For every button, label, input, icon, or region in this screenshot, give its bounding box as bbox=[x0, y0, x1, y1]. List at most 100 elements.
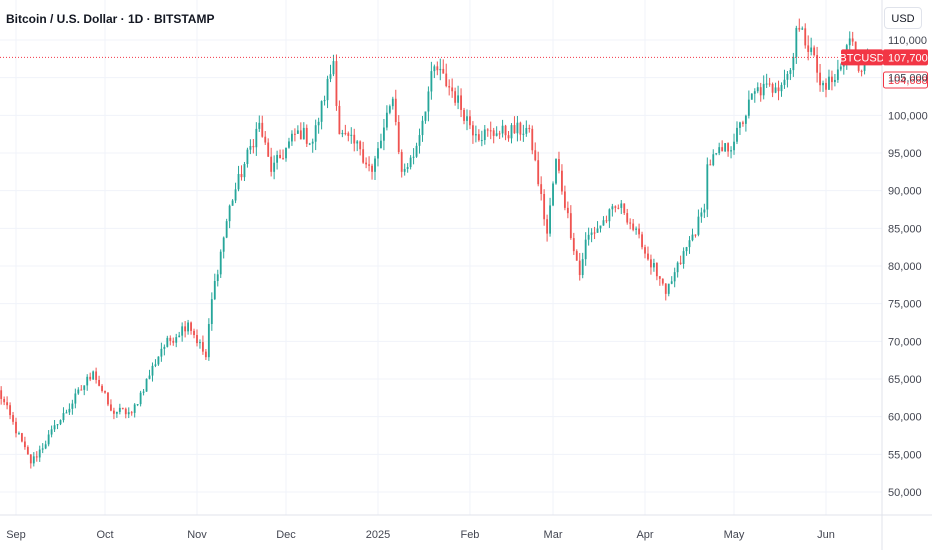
candle-body bbox=[341, 132, 344, 135]
x-tick-label: Mar bbox=[544, 529, 563, 541]
candle bbox=[519, 121, 522, 141]
symbol-tag-label: BTCUSD bbox=[839, 52, 884, 64]
candle-body bbox=[454, 91, 457, 103]
candle-body bbox=[750, 93, 753, 100]
candle bbox=[121, 407, 124, 410]
candle bbox=[721, 140, 724, 152]
candle-body bbox=[397, 121, 400, 153]
candle bbox=[828, 69, 830, 90]
candle-body bbox=[647, 253, 649, 260]
candle bbox=[756, 82, 759, 94]
candle-body bbox=[436, 66, 439, 71]
candle-body bbox=[127, 412, 130, 415]
candle-body bbox=[347, 133, 350, 136]
candle-body bbox=[498, 133, 501, 135]
y-tick-label: 70,000 bbox=[888, 336, 922, 348]
candle-body bbox=[549, 205, 551, 234]
candle-body bbox=[519, 122, 522, 135]
candle-body bbox=[335, 61, 338, 106]
candle bbox=[326, 75, 329, 109]
candle bbox=[439, 58, 442, 81]
candle bbox=[267, 138, 270, 157]
candle bbox=[489, 121, 492, 140]
candle-body bbox=[409, 157, 412, 168]
candle bbox=[433, 64, 436, 79]
candle-body bbox=[83, 385, 86, 390]
candle bbox=[561, 164, 563, 195]
candle-body bbox=[249, 145, 252, 150]
candle-body bbox=[252, 145, 255, 148]
candle-body bbox=[400, 152, 403, 172]
candle-body bbox=[293, 133, 296, 135]
candle-body bbox=[365, 162, 368, 165]
candle-body bbox=[196, 335, 198, 344]
candle bbox=[112, 407, 115, 420]
currency-button[interactable]: USD bbox=[884, 7, 922, 29]
y-tick-label: 95,000 bbox=[888, 148, 922, 160]
candle-body bbox=[650, 259, 652, 268]
candle-body bbox=[160, 348, 163, 357]
candle bbox=[35, 451, 38, 462]
y-axis[interactable]: 50,000 55,000 60,000 65,000 70,000 75,000 80,0… bbox=[888, 35, 928, 499]
candle bbox=[768, 77, 771, 87]
last-price-tag-label: 107,700 bbox=[888, 52, 928, 64]
candle-body bbox=[71, 403, 74, 409]
candle bbox=[614, 205, 617, 213]
candle bbox=[667, 283, 670, 297]
candle-body bbox=[540, 184, 543, 195]
candle bbox=[742, 120, 744, 127]
candle-body bbox=[15, 421, 17, 434]
candle bbox=[350, 127, 353, 144]
candle bbox=[83, 385, 86, 396]
candle-body bbox=[74, 393, 77, 404]
symbol-tag: BTCUSD bbox=[839, 49, 885, 66]
candle-body bbox=[187, 322, 190, 332]
candle-body bbox=[350, 134, 353, 136]
candle bbox=[534, 142, 537, 162]
candle-body bbox=[727, 143, 730, 152]
candle bbox=[451, 78, 454, 98]
candle bbox=[41, 443, 44, 454]
candle bbox=[53, 419, 56, 432]
candle-body bbox=[237, 174, 240, 190]
candle bbox=[608, 208, 611, 228]
candle-body bbox=[21, 433, 23, 442]
candle-body bbox=[326, 78, 329, 101]
candle-body bbox=[593, 232, 596, 234]
y-tick-label: 100,000 bbox=[888, 110, 928, 122]
candle bbox=[225, 218, 228, 239]
candle-body bbox=[703, 209, 706, 213]
price-overlays: BTCUSD 107,700 104,688 bbox=[0, 49, 928, 89]
candle bbox=[685, 246, 688, 256]
candle bbox=[664, 283, 667, 301]
candle-body bbox=[480, 140, 483, 142]
candle bbox=[501, 119, 504, 138]
candle bbox=[163, 344, 166, 356]
candle-body bbox=[255, 128, 258, 148]
candle-body bbox=[819, 72, 821, 86]
candle-body bbox=[258, 122, 261, 129]
candle bbox=[124, 407, 127, 419]
candle-body bbox=[80, 389, 83, 391]
x-tick-label: Jun bbox=[817, 529, 835, 541]
candle-body bbox=[700, 212, 703, 217]
candle bbox=[293, 128, 296, 142]
candle-body bbox=[682, 251, 685, 264]
candle bbox=[733, 133, 735, 155]
candle-body bbox=[95, 371, 98, 380]
candle bbox=[380, 133, 382, 149]
candle-body bbox=[587, 234, 590, 240]
candle bbox=[762, 75, 765, 100]
candle bbox=[445, 63, 448, 88]
candle bbox=[273, 155, 276, 180]
x-axis[interactable]: Sep Oct Nov Dec 2025 Feb Mar Apr May Jun bbox=[6, 529, 835, 541]
candle-body bbox=[611, 206, 614, 210]
candle-body bbox=[388, 106, 391, 113]
candle-body bbox=[382, 127, 385, 141]
candle bbox=[750, 93, 753, 100]
candle-body bbox=[279, 154, 281, 159]
candle bbox=[670, 276, 673, 285]
candle bbox=[338, 100, 341, 135]
